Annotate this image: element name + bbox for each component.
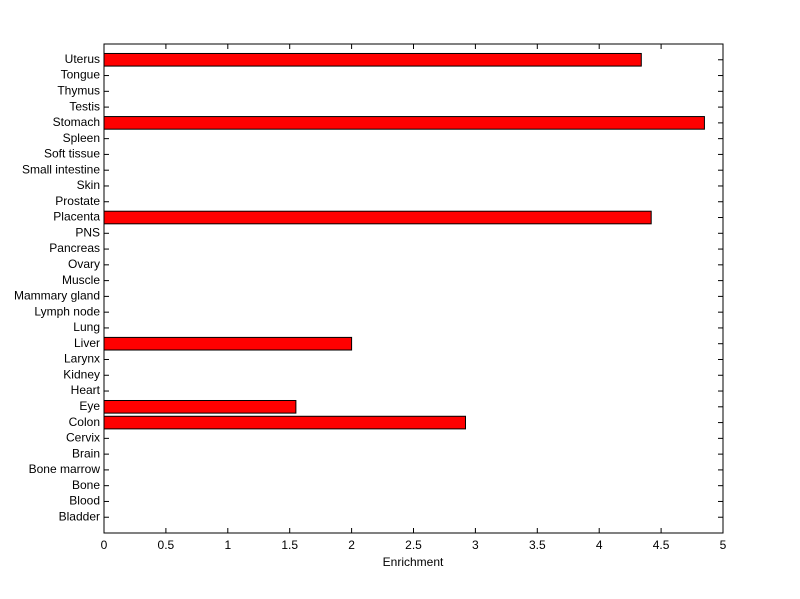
bar: [103, 336, 353, 351]
bar: [103, 116, 705, 130]
x-tick-label: 4: [596, 538, 603, 552]
x-tick-label: 4.5: [653, 538, 670, 552]
y-tick-label: PNS: [75, 225, 100, 239]
y-tick-label: Liver: [74, 336, 100, 350]
y-tick-label: Blood: [69, 494, 100, 508]
y-tick-label: Uterus: [65, 52, 100, 66]
x-tick-label: 3.5: [529, 538, 546, 552]
x-tick-label: 0: [101, 538, 108, 552]
y-tick-label: Bone: [72, 478, 100, 492]
bar: [103, 52, 642, 67]
y-tick-label: Ovary: [68, 257, 100, 271]
y-tick-label: Thymus: [57, 83, 100, 97]
y-tick-label: Muscle: [62, 273, 100, 287]
y-tick-label: Larynx: [64, 352, 100, 366]
bar: [103, 399, 297, 414]
x-tick-label: 1.5: [281, 538, 298, 552]
y-tick-label: Lung: [73, 320, 100, 334]
y-tick-label: Bladder: [59, 509, 100, 523]
y-tick-label: Soft tissue: [44, 147, 100, 161]
y-tick-label: Skin: [77, 178, 100, 192]
y-tick-label: Kidney: [63, 367, 100, 381]
x-tick-label: 2: [348, 538, 355, 552]
x-tick-label: 5: [720, 538, 727, 552]
x-tick-label: 0.5: [158, 538, 175, 552]
x-axis-label: Enrichment: [383, 555, 444, 569]
y-tick-label: Testis: [69, 99, 100, 113]
y-tick-label: Bone marrow: [29, 462, 101, 476]
y-tick-label: Colon: [69, 415, 100, 429]
y-tick-label: Cervix: [66, 431, 100, 445]
y-tick-label: Prostate: [55, 194, 100, 208]
y-tick-label: Lymph node: [34, 304, 100, 318]
bar: [103, 415, 466, 430]
y-tick-label: Small intestine: [22, 162, 100, 176]
y-tick-label: Brain: [72, 446, 100, 460]
x-tick-label: 3: [472, 538, 479, 552]
x-tick-label: 2.5: [405, 538, 422, 552]
x-tick-label: 1: [224, 538, 231, 552]
y-tick-label: Tongue: [61, 68, 101, 82]
y-tick-label: Pancreas: [49, 241, 100, 255]
bar: [103, 210, 652, 225]
y-tick-label: Heart: [71, 383, 101, 397]
y-tick-label: Spleen: [63, 131, 100, 145]
y-tick-label: Stomach: [53, 115, 100, 129]
y-tick-label: Placenta: [53, 210, 100, 224]
y-tick-label: Eye: [79, 399, 100, 413]
y-tick-label: Mammary gland: [14, 289, 100, 303]
